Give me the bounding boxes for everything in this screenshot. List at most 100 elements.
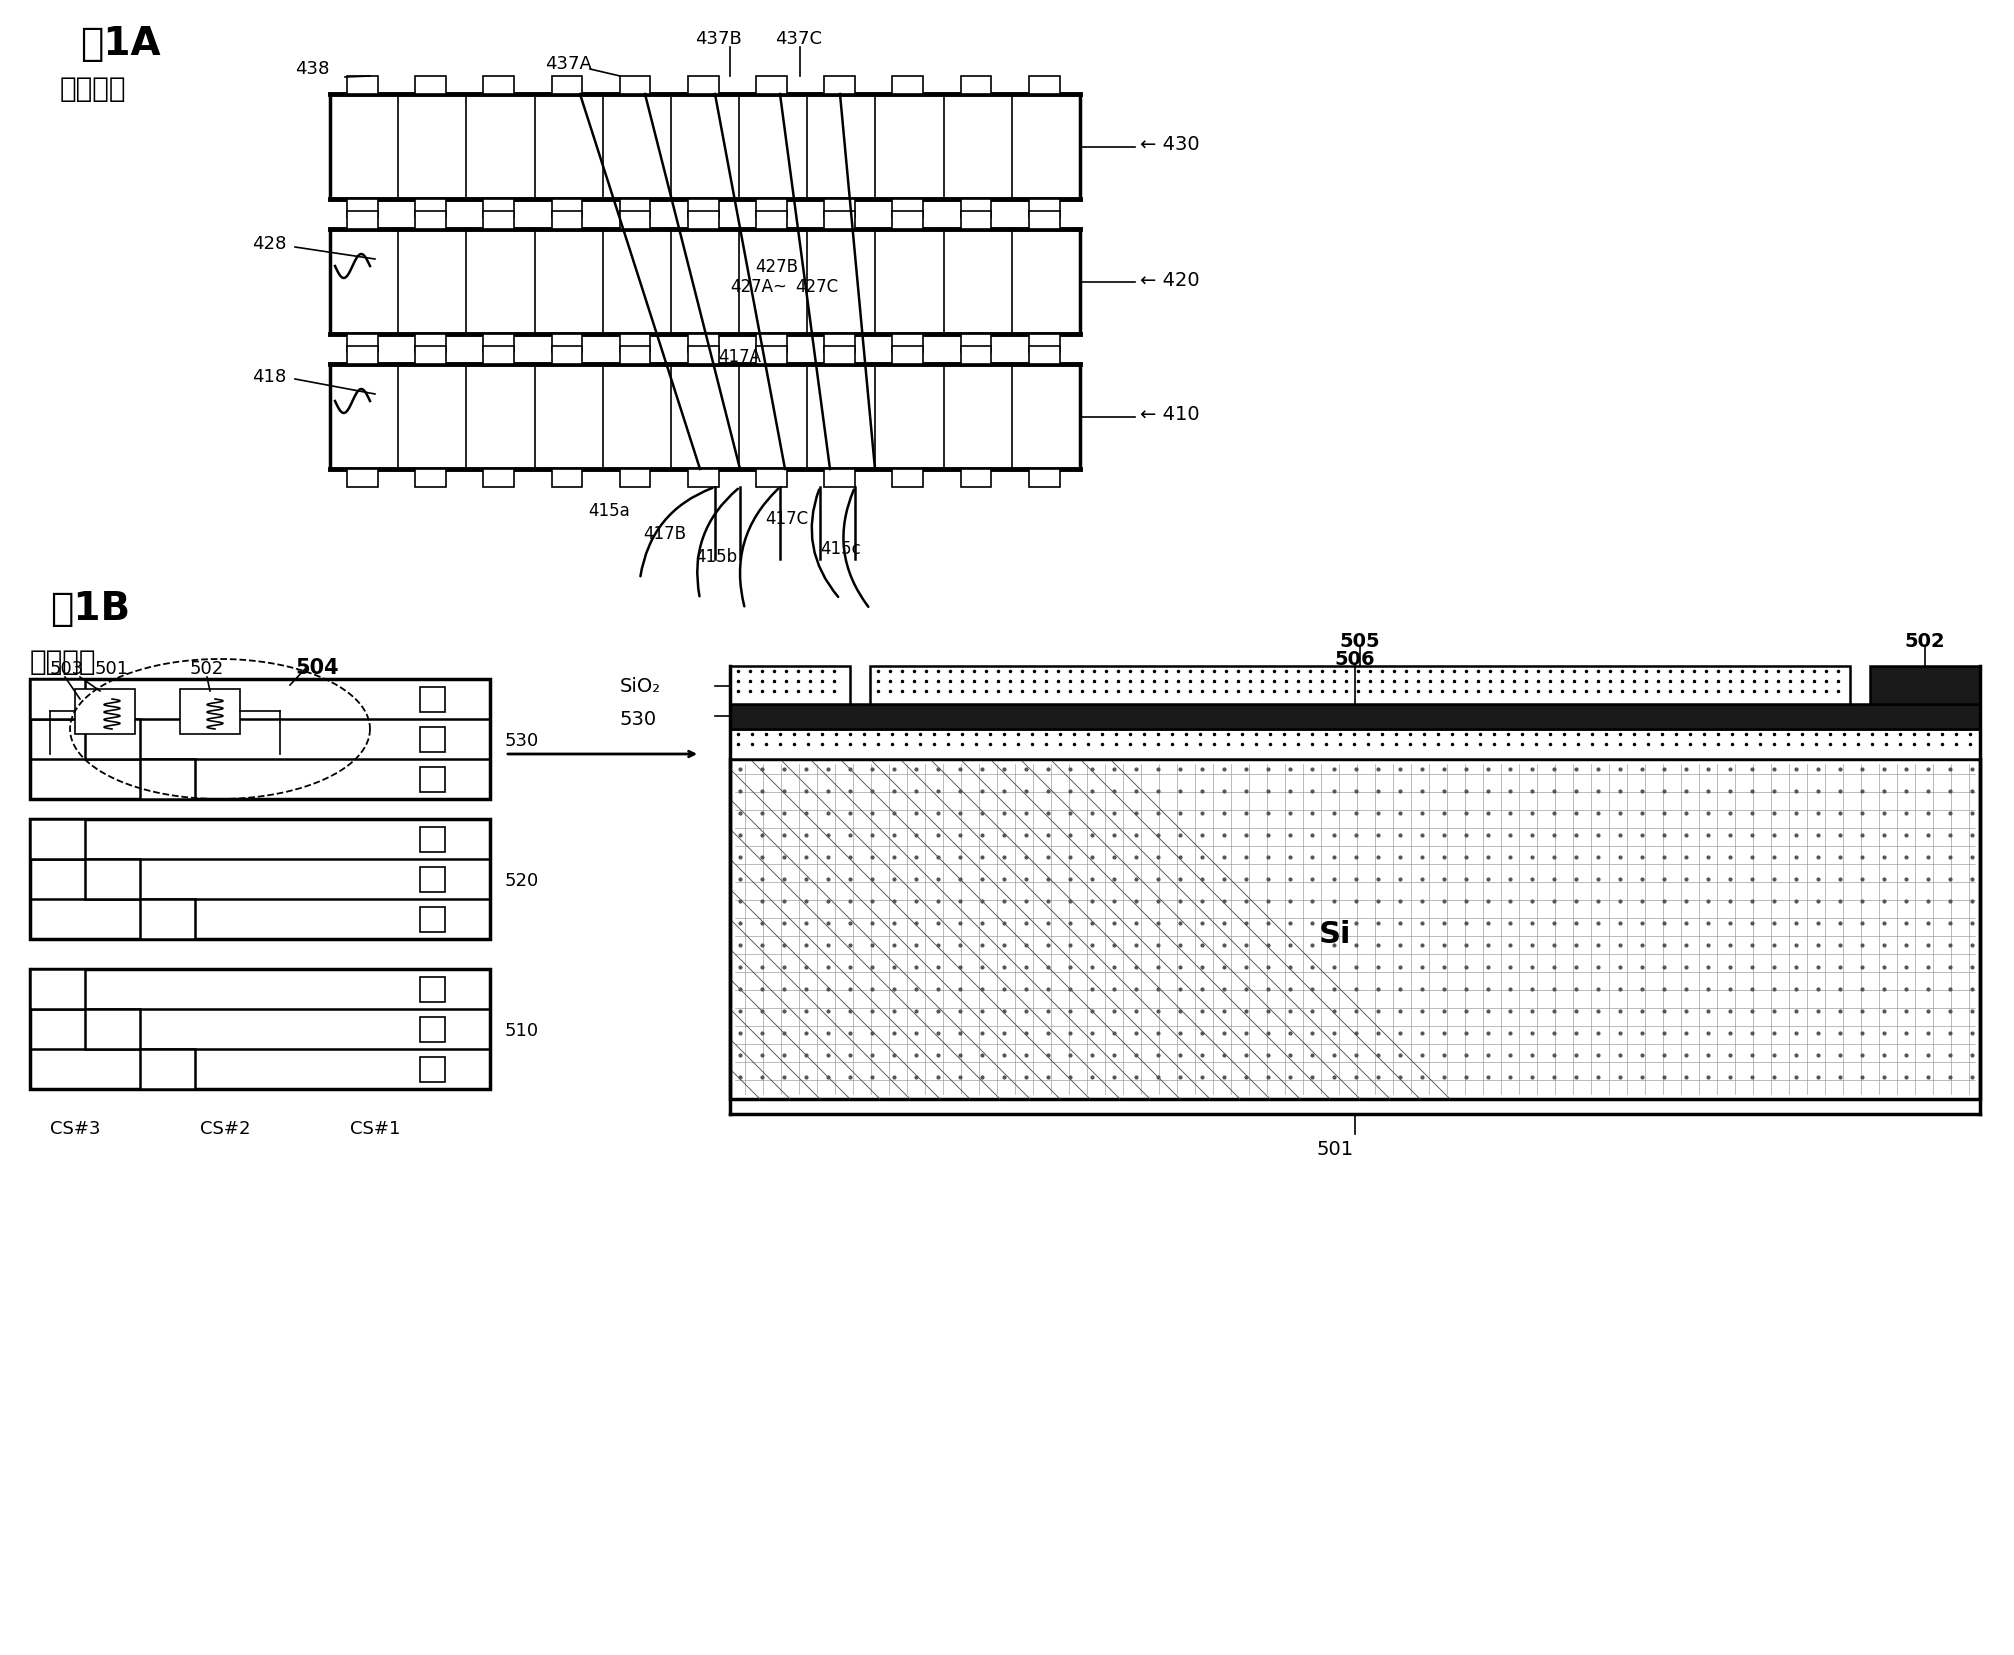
Bar	[687, 348, 719, 364]
Bar	[139, 760, 195, 799]
Text: 427C: 427C	[796, 278, 838, 296]
Text: 501: 501	[1315, 1139, 1353, 1158]
Text: 505: 505	[1339, 632, 1380, 650]
Text: 417C: 417C	[765, 510, 808, 528]
Text: 417B: 417B	[642, 525, 685, 543]
Bar	[620, 348, 651, 364]
Text: 503: 503	[50, 660, 85, 677]
Bar	[824, 470, 854, 488]
Text: SiO₂: SiO₂	[620, 677, 661, 695]
Bar	[483, 334, 514, 353]
Bar	[1029, 348, 1059, 364]
Bar	[1869, 667, 1980, 705]
Text: 427A~: 427A~	[729, 278, 787, 296]
Bar	[620, 212, 651, 230]
Bar	[330, 230, 1080, 334]
Bar	[552, 470, 582, 488]
Bar	[892, 212, 922, 230]
Bar	[483, 76, 514, 94]
Text: 428: 428	[252, 235, 286, 253]
Bar	[552, 212, 582, 230]
Bar	[961, 212, 991, 230]
Bar	[419, 907, 445, 932]
Bar	[30, 680, 489, 799]
Bar	[892, 200, 922, 218]
Bar	[419, 976, 445, 1001]
Bar	[552, 200, 582, 218]
Bar	[824, 200, 854, 218]
Text: Si: Si	[1317, 920, 1351, 948]
Text: 530: 530	[506, 732, 540, 750]
Bar	[330, 94, 1080, 200]
Bar	[419, 727, 445, 751]
Bar	[30, 819, 85, 859]
Bar	[552, 334, 582, 353]
Bar	[687, 200, 719, 218]
Bar	[483, 348, 514, 364]
Bar	[85, 859, 139, 899]
Bar	[346, 76, 377, 94]
Text: 418: 418	[252, 367, 286, 386]
Bar	[961, 348, 991, 364]
Bar	[1029, 200, 1059, 218]
Bar	[961, 76, 991, 94]
Bar	[961, 334, 991, 353]
Bar	[419, 687, 445, 712]
Text: 现有技术: 现有技术	[60, 74, 127, 103]
Bar	[755, 334, 785, 353]
Text: ← 430: ← 430	[1140, 136, 1198, 154]
Bar	[687, 212, 719, 230]
Text: 图1B: 图1B	[50, 589, 131, 627]
Text: 502: 502	[189, 660, 224, 677]
Bar	[483, 470, 514, 488]
Bar	[415, 348, 445, 364]
Bar	[30, 970, 85, 1010]
Text: 427B: 427B	[755, 258, 798, 276]
Bar	[824, 76, 854, 94]
Bar	[729, 760, 1980, 1099]
Bar	[1029, 76, 1059, 94]
Text: 510: 510	[506, 1021, 540, 1039]
Text: 502: 502	[1903, 632, 1944, 650]
Bar	[870, 667, 1849, 705]
Bar	[755, 212, 785, 230]
Bar	[30, 819, 489, 940]
Bar	[346, 348, 377, 364]
Bar	[1029, 470, 1059, 488]
Bar	[419, 1058, 445, 1082]
Bar	[620, 200, 651, 218]
Bar	[687, 76, 719, 94]
Bar	[620, 470, 651, 488]
Bar	[415, 334, 445, 353]
Bar	[346, 334, 377, 353]
Text: CS#2: CS#2	[199, 1119, 250, 1137]
Bar	[824, 334, 854, 353]
Text: 图1A: 图1A	[81, 25, 161, 63]
Bar	[346, 212, 377, 230]
Bar	[755, 200, 785, 218]
Bar	[687, 470, 719, 488]
Bar	[552, 76, 582, 94]
Bar	[1029, 212, 1059, 230]
Bar	[30, 680, 85, 720]
Bar	[961, 470, 991, 488]
Bar	[892, 470, 922, 488]
Bar	[755, 76, 785, 94]
Text: 506: 506	[1333, 650, 1376, 669]
Bar	[179, 690, 240, 735]
Bar	[755, 470, 785, 488]
Bar	[419, 1016, 445, 1043]
Text: CS#1: CS#1	[350, 1119, 401, 1137]
Bar	[85, 1010, 139, 1049]
Text: 438: 438	[294, 60, 328, 78]
Text: 417A: 417A	[717, 348, 761, 366]
Bar	[729, 705, 1980, 730]
Bar	[419, 766, 445, 793]
Bar	[75, 690, 135, 735]
Bar	[755, 348, 785, 364]
Bar	[729, 667, 850, 705]
Bar	[30, 970, 489, 1089]
Text: 504: 504	[294, 657, 338, 677]
Bar	[892, 334, 922, 353]
Bar	[415, 470, 445, 488]
